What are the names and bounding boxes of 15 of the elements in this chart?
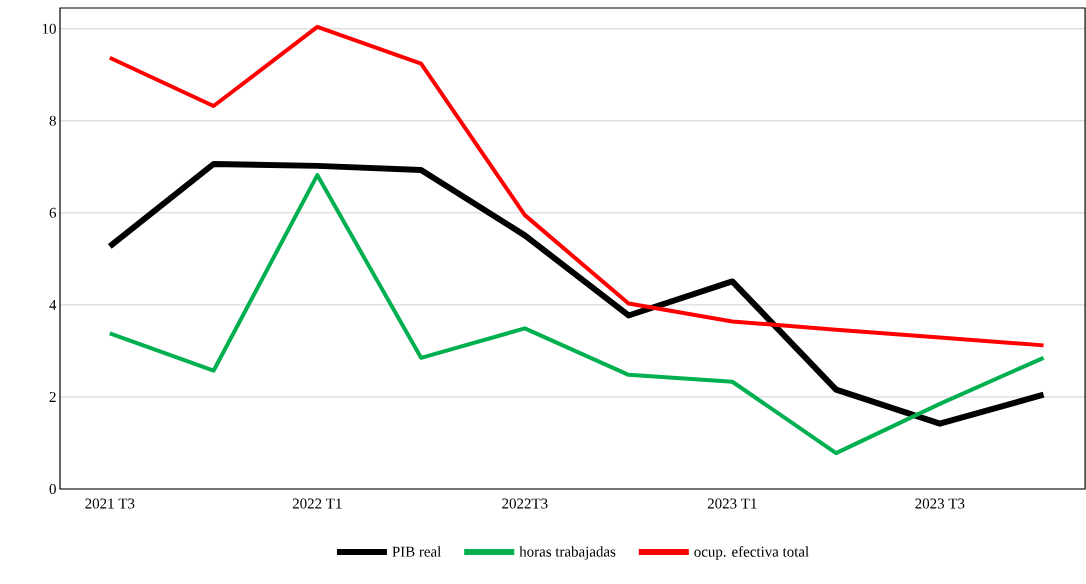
legend-label: PIB real [392, 546, 441, 557]
legend-label: ocup. efectiva total [694, 546, 809, 560]
x-tick-label: 2023 T3 [915, 498, 965, 509]
x-tick-label: 2021 T3 [85, 498, 135, 509]
legend-label: horas trabajadas [519, 546, 616, 560]
line-series [107, 24, 1046, 348]
x-tick-label: 2022 T1 [292, 498, 342, 509]
y-tick-label: 6 [49, 207, 57, 218]
y-tick-label: 10 [42, 23, 56, 34]
y-tick-label: 4 [49, 299, 57, 310]
x-tick-label: 2022T3 [502, 498, 548, 509]
x-tick-label: 2023 T1 [707, 498, 757, 509]
y-tick-label: 0 [49, 483, 56, 495]
y-tick-label: 2 [49, 392, 56, 402]
y-tick-label: 8 [49, 115, 56, 126]
